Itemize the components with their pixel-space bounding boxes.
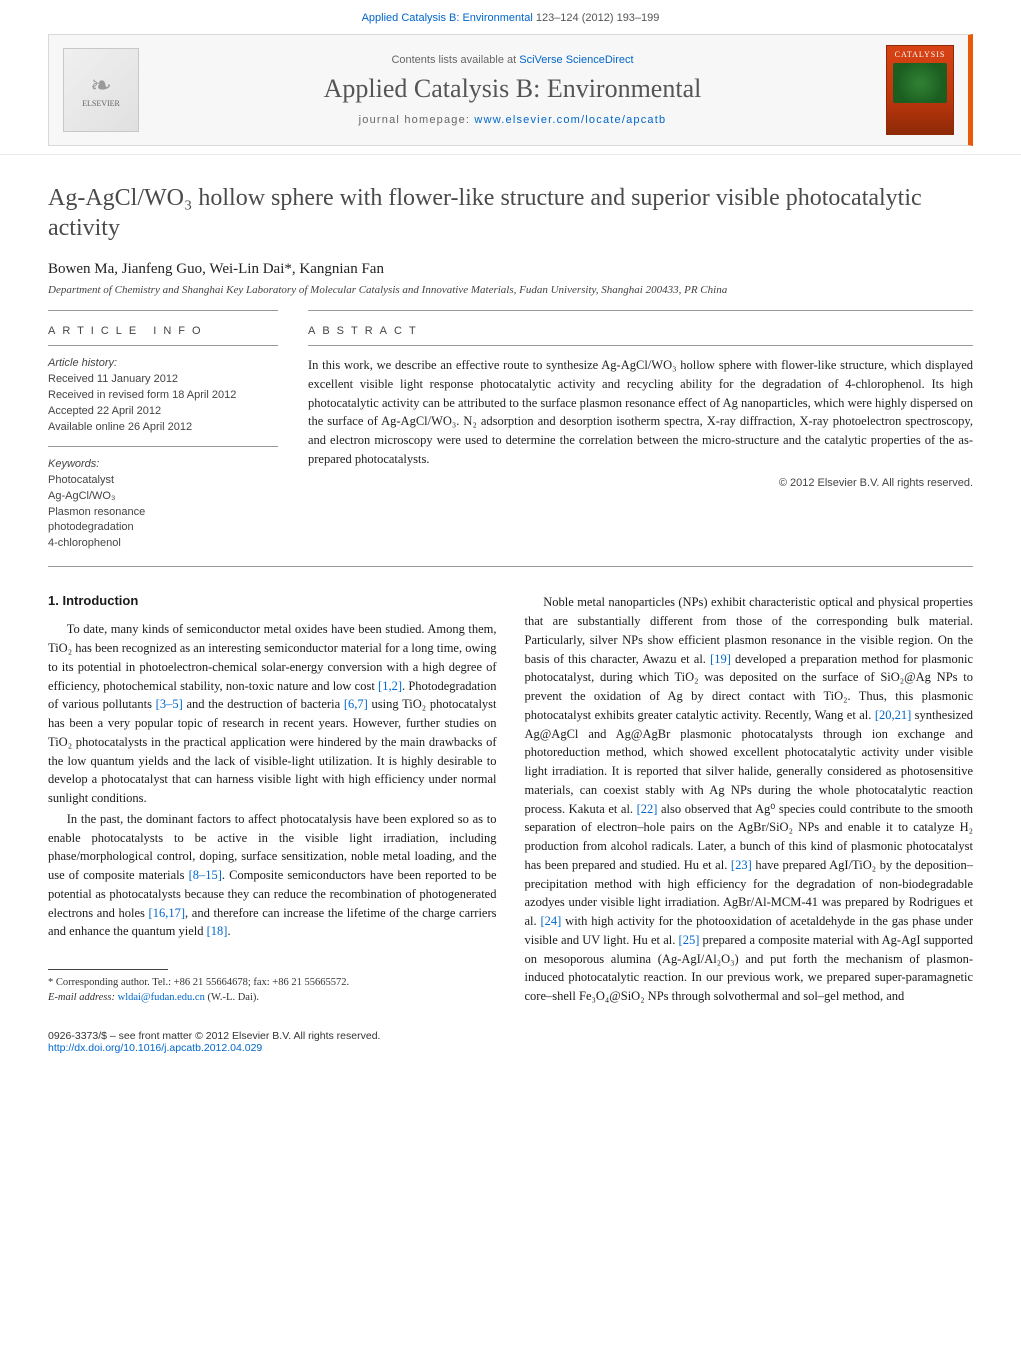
footnote-email-line: E-mail address: wldai@fudan.edu.cn (W.-L… (48, 991, 497, 1006)
journal-header-block: ❧ ELSEVIER Contents lists available at S… (48, 34, 973, 146)
homepage-line: journal homepage: www.elsevier.com/locat… (157, 114, 868, 126)
info-divider (48, 345, 278, 346)
citation-journal-link[interactable]: Applied Catalysis B: Environmental (362, 12, 533, 24)
abstract-divider (308, 345, 973, 346)
abstract-column: abstract In this work, we describe an ef… (308, 310, 973, 552)
abstract-text: In this work, we describe an effective r… (308, 356, 973, 469)
intro-para-2: In the past, the dominant factors to aff… (48, 810, 497, 941)
ref-1-2[interactable]: [1,2] (378, 679, 402, 693)
ref-23[interactable]: [23] (731, 858, 752, 872)
contents-prefix: Contents lists available at (391, 54, 519, 66)
keywords-block: Keywords: Photocatalyst Ag-AgCl/WO₃ Plas… (48, 457, 278, 553)
footnote-corr: * Corresponding author. Tel.: +86 21 556… (48, 976, 497, 991)
ref-6-7[interactable]: [6,7] (344, 697, 368, 711)
abstract-copyright: © 2012 Elsevier B.V. All rights reserved… (308, 477, 973, 489)
intro-para-3: Noble metal nanoparticles (NPs) exhibit … (525, 593, 974, 1006)
history-accepted: Accepted 22 April 2012 (48, 404, 278, 420)
article-info-heading: article info (48, 325, 278, 337)
cover-image-icon (893, 63, 947, 103)
article-body: Ag-AgCl/WO₃ hollow sphere with flower-li… (0, 155, 1021, 1094)
keyword-1: Photocatalyst (48, 473, 278, 489)
cover-title: CATALYSIS (895, 50, 946, 59)
email-link[interactable]: wldai@fudan.edu.cn (118, 992, 205, 1003)
ref-24[interactable]: [24] (541, 914, 562, 928)
history-revised: Received in revised form 18 April 2012 (48, 388, 278, 404)
keywords-label: Keywords: (48, 457, 278, 473)
elsevier-logo[interactable]: ❧ ELSEVIER (63, 48, 139, 132)
introduction-heading: 1. Introduction (48, 593, 497, 608)
elsevier-tree-icon: ❧ (90, 73, 112, 99)
author-list: Bowen Ma, Jianfeng Guo, Wei-Lin Dai*, Ka… (48, 261, 973, 278)
keyword-4: photodegradation (48, 520, 278, 536)
ref-22[interactable]: [22] (637, 802, 658, 816)
doi-link[interactable]: http://dx.doi.org/10.1016/j.apcatb.2012.… (48, 1042, 262, 1054)
email-label: E-mail address: (48, 992, 118, 1003)
article-info-column: article info Article history: Received 1… (48, 310, 278, 552)
ref-16-17[interactable]: [16,17] (149, 906, 185, 920)
ref-19[interactable]: [19] (710, 652, 731, 666)
affiliation: Department of Chemistry and Shanghai Key… (48, 284, 973, 296)
history-online: Available online 26 April 2012 (48, 420, 278, 436)
info-abstract-row: article info Article history: Received 1… (48, 310, 973, 567)
history-received: Received 11 January 2012 (48, 372, 278, 388)
footnote-rule (48, 969, 168, 970)
corresponding-author-footnote: * Corresponding author. Tel.: +86 21 556… (48, 976, 497, 1005)
citation-suffix: 123–124 (2012) 193–199 (533, 12, 660, 24)
homepage-link[interactable]: www.elsevier.com/locate/apcatb (474, 114, 666, 126)
email-suffix: (W.-L. Dai). (205, 992, 259, 1003)
article-title: Ag-AgCl/WO₃ hollow sphere with flower-li… (48, 183, 973, 243)
journal-title: Applied Catalysis B: Environmental (157, 74, 868, 104)
publisher-name: ELSEVIER (82, 99, 120, 108)
ref-8-15[interactable]: [8–15] (189, 868, 222, 882)
page-header: Applied Catalysis B: Environmental 123–1… (0, 0, 1021, 155)
two-column-body: 1. Introduction To date, many kinds of s… (48, 593, 973, 1008)
ref-18[interactable]: [18] (207, 924, 228, 938)
left-column: 1. Introduction To date, many kinds of s… (48, 593, 497, 1008)
footer-left: 0926-3373/$ – see front matter © 2012 El… (48, 1030, 380, 1054)
header-center: Contents lists available at SciVerse Sci… (157, 54, 868, 126)
ref-3-5[interactable]: [3–5] (156, 697, 183, 711)
history-label: Article history: (48, 356, 278, 372)
ref-25[interactable]: [25] (679, 933, 700, 947)
right-column: Noble metal nanoparticles (NPs) exhibit … (525, 593, 974, 1008)
contents-available-line: Contents lists available at SciVerse Sci… (157, 54, 868, 66)
page-footer: 0926-3373/$ – see front matter © 2012 El… (48, 1030, 973, 1054)
keywords-divider (48, 446, 278, 447)
homepage-prefix: journal homepage: (359, 114, 475, 126)
keyword-3: Plasmon resonance (48, 505, 278, 521)
sciencedirect-link[interactable]: SciVerse ScienceDirect (519, 54, 633, 66)
keyword-2: Ag-AgCl/WO₃ (48, 489, 278, 505)
article-history: Article history: Received 11 January 201… (48, 356, 278, 436)
running-citation: Applied Catalysis B: Environmental 123–1… (48, 12, 973, 24)
journal-cover-thumbnail[interactable]: CATALYSIS (886, 45, 954, 135)
intro-para-1: To date, many kinds of semiconductor met… (48, 620, 497, 808)
ref-20-21[interactable]: [20,21] (875, 708, 911, 722)
keyword-5: 4-chlorophenol (48, 536, 278, 552)
front-matter-line: 0926-3373/$ – see front matter © 2012 El… (48, 1030, 380, 1042)
abstract-heading: abstract (308, 325, 973, 337)
